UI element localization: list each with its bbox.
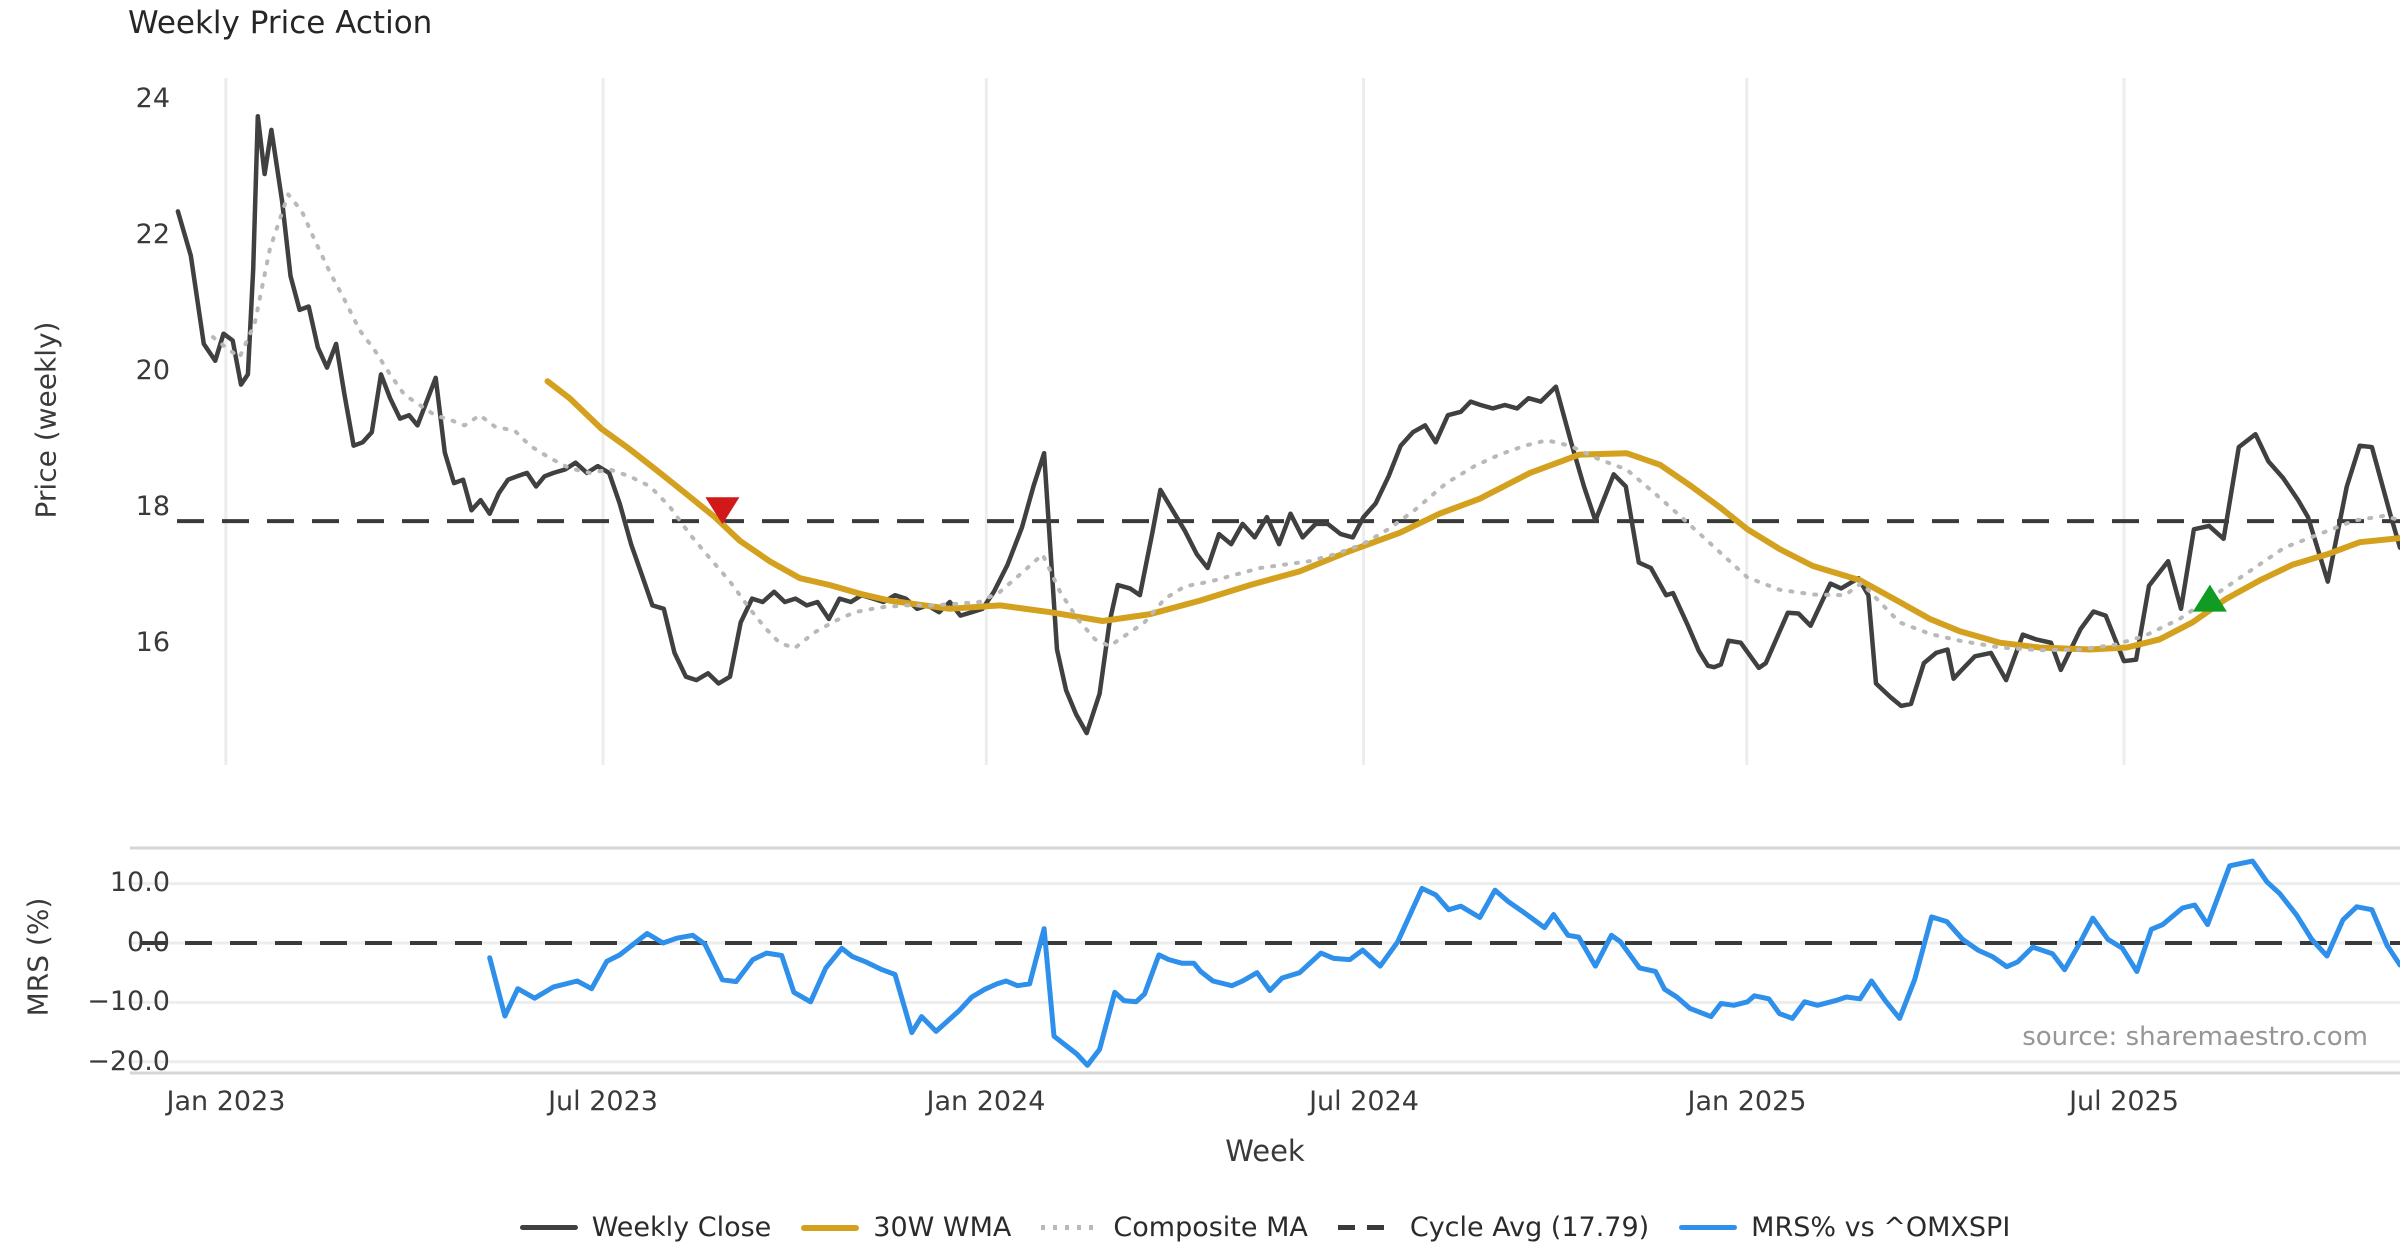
- mrs-tick-n20: −20.0: [87, 1046, 170, 1077]
- legend-item-mrs: MRS% vs ^OMXSPI: [1679, 1212, 2010, 1243]
- price-tick-24: 24: [135, 83, 170, 114]
- composite-ma-line: [210, 192, 2400, 653]
- xtick-jul-2025: Jul 2025: [2069, 1086, 2179, 1117]
- mrs-tick-10: 10.0: [109, 867, 170, 898]
- legend-item-30w-wma: 30W WMA: [801, 1212, 1011, 1243]
- mrs-line: [487, 858, 2400, 1068]
- wma-swatch-icon: [801, 1224, 860, 1231]
- wma-30w-line: [544, 378, 2400, 653]
- legend-label: Weekly Close: [591, 1212, 772, 1243]
- x-axis-title: Week: [1225, 1134, 1305, 1168]
- source-credit: source: sharemaestro.com: [2022, 1022, 2368, 1052]
- xtick-jan-2025: Jan 2025: [1687, 1086, 1807, 1117]
- price-tick-18: 18: [135, 491, 170, 522]
- mrs-tick-n10: −10.0: [87, 986, 170, 1017]
- legend-label: Cycle Avg (17.79): [1409, 1212, 1650, 1243]
- mrs-swatch-icon: [1679, 1225, 1738, 1230]
- buy-signal-marker: [2192, 584, 2227, 612]
- legend-item-weekly-close: Weekly Close: [519, 1212, 772, 1243]
- legend-label: Composite MA: [1113, 1212, 1308, 1243]
- composite-ma-swatch-icon: [1041, 1225, 1100, 1230]
- legend-item-cycle-avg: Cycle Avg (17.79): [1337, 1212, 1650, 1243]
- sell-signal-marker: [705, 497, 740, 525]
- xtick-jul-2024: Jul 2024: [1309, 1086, 1419, 1117]
- legend: Weekly Close 30W WMA Composite MA Cycle …: [130, 1212, 2400, 1243]
- xtick-jan-2024: Jan 2024: [926, 1086, 1046, 1117]
- page-title: Weekly Price Action: [128, 5, 433, 41]
- legend-label: MRS% vs ^OMXSPI: [1751, 1212, 2011, 1243]
- xtick-jul-2023: Jul 2023: [548, 1086, 658, 1117]
- mrs-axis-title: MRS (%): [21, 897, 55, 1017]
- xtick-jan-2023: Jan 2023: [166, 1086, 286, 1117]
- mrs-tick-0: 0.0: [127, 927, 170, 958]
- price-tick-22: 22: [135, 219, 170, 250]
- price-axis-title: Price (weekly): [29, 321, 63, 519]
- legend-label: 30W WMA: [873, 1212, 1012, 1243]
- legend-item-composite-ma: Composite MA: [1041, 1212, 1308, 1243]
- weekly-close-swatch-icon: [519, 1225, 578, 1230]
- price-tick-16: 16: [135, 627, 170, 658]
- weekly-close-line: [175, 114, 2400, 736]
- cycle-avg-swatch-icon: [1337, 1225, 1396, 1230]
- price-tick-20: 20: [135, 355, 170, 386]
